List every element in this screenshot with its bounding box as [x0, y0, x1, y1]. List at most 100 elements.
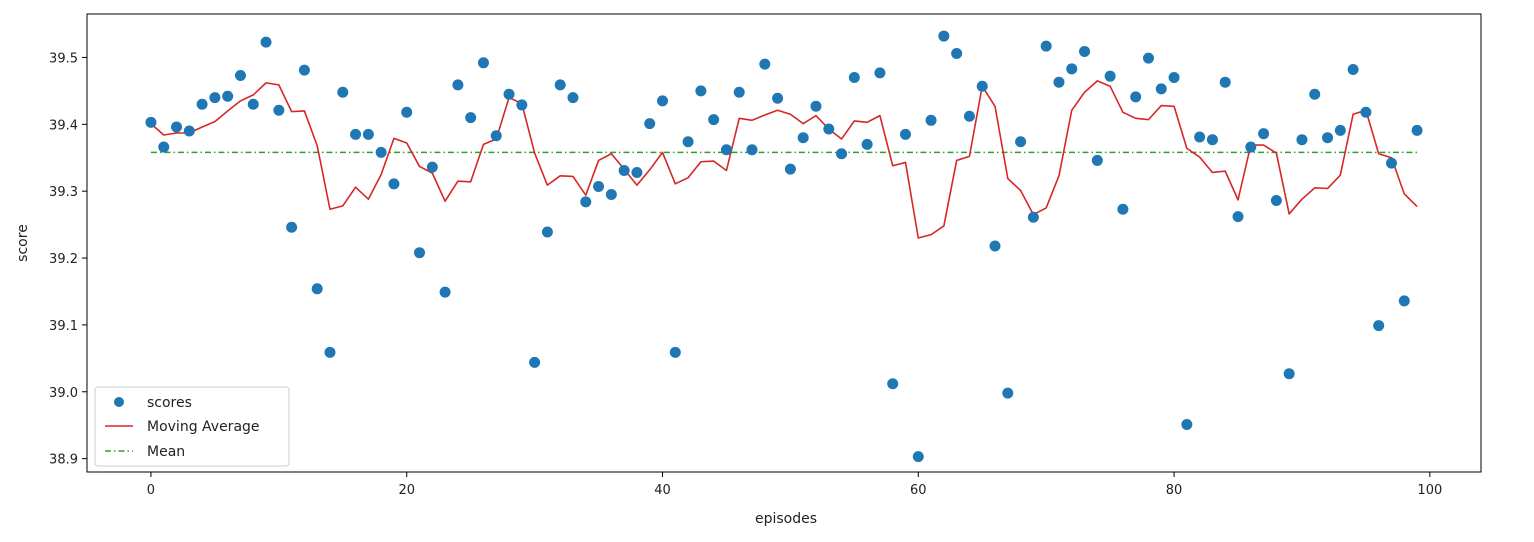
score-point: [925, 114, 937, 126]
score-point: [439, 286, 451, 298]
score-point: [1411, 124, 1423, 136]
legend-box: [94, 386, 290, 467]
score-point: [1117, 203, 1129, 215]
score-point: [938, 30, 950, 42]
score-point: [1347, 63, 1359, 75]
score-point: [836, 148, 848, 160]
legend-scores-label: scores: [147, 395, 192, 411]
x-tick-label: 40: [654, 483, 671, 498]
score-point: [541, 226, 553, 238]
score-point: [848, 72, 860, 84]
score-point: [324, 346, 336, 358]
score-point: [337, 86, 349, 98]
score-point: [183, 125, 195, 137]
score-point: [273, 104, 285, 116]
y-tick-label: 39.2: [49, 252, 78, 267]
score-point: [1322, 132, 1334, 144]
x-tick-label: 60: [910, 483, 927, 498]
score-point: [350, 128, 362, 140]
y-tick-label: 38.9: [49, 453, 78, 468]
score-point: [1002, 387, 1014, 399]
plot-area-frame: [86, 13, 1482, 473]
score-point: [247, 98, 259, 110]
y-tick-label: 39.5: [49, 51, 78, 66]
score-point: [1219, 76, 1231, 88]
score-point: [708, 114, 720, 126]
score-point: [810, 100, 822, 112]
score-point: [311, 283, 323, 295]
score-point: [465, 112, 477, 124]
score-point: [1334, 124, 1346, 136]
score-point: [874, 67, 886, 79]
legend: scores Moving Average Mean: [94, 386, 290, 467]
score-point: [222, 90, 234, 102]
score-point: [618, 164, 630, 176]
score-point: [375, 146, 387, 158]
score-point: [1091, 154, 1103, 166]
score-point: [963, 110, 975, 122]
score-point: [234, 70, 246, 82]
score-point: [1027, 211, 1039, 223]
score-point: [1015, 136, 1027, 148]
score-point: [644, 118, 656, 130]
score-point: [477, 57, 489, 69]
y-tick-label: 39.1: [49, 319, 78, 334]
score-point: [797, 132, 809, 144]
score-point: [631, 166, 643, 178]
score-point: [580, 196, 592, 208]
y-tick-label: 39.0: [49, 386, 78, 401]
x-axis-label: episodes: [755, 511, 817, 527]
score-point: [682, 136, 694, 148]
score-point: [1296, 134, 1308, 146]
score-point: [1360, 106, 1372, 118]
x-tick-label: 80: [1166, 483, 1183, 498]
score-point: [746, 144, 758, 156]
score-point: [298, 64, 310, 76]
score-point: [1040, 40, 1052, 52]
score-point: [554, 79, 566, 91]
score-point: [1142, 52, 1154, 64]
score-point: [669, 346, 681, 358]
score-point: [209, 92, 221, 104]
score-point: [593, 181, 605, 193]
y-tick-label: 39.4: [49, 118, 78, 133]
score-point: [196, 98, 208, 110]
score-point: [1232, 211, 1244, 223]
legend-moving-average-label: Moving Average: [147, 419, 260, 435]
score-point: [516, 99, 528, 111]
y-tick-label: 39.3: [49, 185, 78, 200]
moving-average-line: [150, 80, 1418, 239]
score-point: [1398, 295, 1410, 307]
series-layer: [145, 30, 1423, 463]
score-point: [861, 138, 873, 150]
score-point: [1373, 320, 1385, 332]
score-point: [158, 141, 170, 153]
score-point: [1066, 63, 1078, 75]
score-point: [145, 116, 157, 128]
score-point: [1258, 128, 1270, 140]
score-point: [1155, 83, 1167, 95]
y-axis-ticks: 38.9 39.0 39.1 39.2 39.3 39.4 39.5: [49, 51, 87, 468]
score-point: [695, 85, 707, 97]
score-point: [1130, 91, 1142, 103]
score-point: [1053, 76, 1065, 88]
score-point: [733, 86, 745, 98]
x-tick-label: 20: [398, 483, 415, 498]
score-point: [1181, 419, 1193, 431]
score-point: [362, 128, 374, 140]
score-point: [1206, 134, 1218, 146]
score-point: [1309, 88, 1321, 100]
score-point: [401, 106, 413, 118]
score-point: [772, 92, 784, 104]
score-point: [1194, 131, 1206, 143]
score-point: [452, 79, 464, 91]
score-point: [605, 189, 617, 201]
score-point: [989, 240, 1001, 252]
score-point: [784, 163, 796, 175]
score-point: [171, 121, 183, 133]
x-tick-label: 100: [1417, 483, 1442, 498]
score-point: [414, 247, 426, 259]
score-point: [1283, 368, 1295, 380]
score-point: [1104, 70, 1116, 82]
